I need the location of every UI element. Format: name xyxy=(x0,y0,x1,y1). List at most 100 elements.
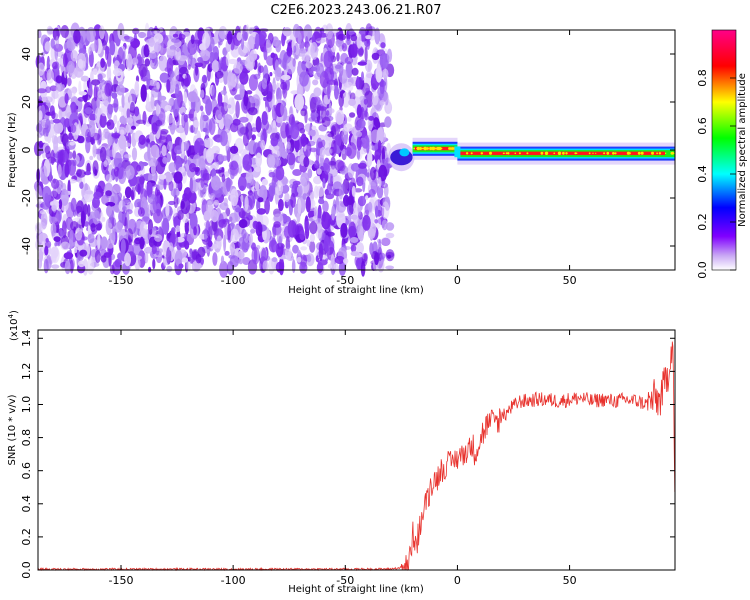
noise-speckle xyxy=(313,185,319,199)
noise-speckle xyxy=(218,59,222,70)
noise-speckle xyxy=(149,51,157,59)
noise-speckle xyxy=(354,255,359,267)
noise-speckle xyxy=(309,233,316,243)
noise-speckle xyxy=(318,198,325,205)
noise-speckle xyxy=(343,258,349,264)
noise-speckle xyxy=(163,178,167,190)
noise-speckle xyxy=(381,68,389,79)
noise-speckle xyxy=(266,55,275,66)
noise-speckle xyxy=(314,26,323,42)
noise-speckle xyxy=(211,145,221,155)
noise-speckle xyxy=(351,185,356,197)
noise-speckle xyxy=(97,73,103,82)
noise-speckle xyxy=(315,221,323,239)
noise-speckle xyxy=(193,226,198,236)
noise-speckle xyxy=(93,191,102,200)
noise-speckle xyxy=(150,87,160,98)
colorbar-tick-label: 0.2 xyxy=(696,213,709,231)
noise-speckle xyxy=(263,96,267,102)
snr-panel: -150 -100 -50 0 50 0.00.20.40.60.81.01.21.4 … xyxy=(7,310,676,595)
noise-speckle xyxy=(173,208,177,217)
noise-speckle xyxy=(41,186,52,203)
noise-speckle xyxy=(206,205,215,219)
noise-speckle xyxy=(349,112,356,118)
noise-speckle xyxy=(74,67,84,78)
x-tick-label: 50 xyxy=(563,574,577,587)
noise-speckle xyxy=(323,235,330,253)
noise-speckle xyxy=(183,91,188,104)
noise-speckle xyxy=(90,223,96,232)
noise-speckle xyxy=(356,135,362,151)
noise-speckle xyxy=(268,239,278,253)
y-tick-label: 0.8 xyxy=(20,429,33,447)
noise-speckle xyxy=(60,188,69,206)
noise-speckle xyxy=(152,258,156,270)
snr-frame xyxy=(37,329,676,571)
noise-speckle xyxy=(74,227,83,241)
noise-speckle xyxy=(275,261,284,273)
noise-speckle xyxy=(126,201,134,212)
noise-speckle xyxy=(228,58,238,65)
y-tick-label: 0.0 xyxy=(20,561,33,579)
noise-speckle xyxy=(86,204,91,217)
x-tick-label: -150 xyxy=(109,274,134,287)
noise-speckle xyxy=(200,176,205,189)
x-tick-label: -50 xyxy=(336,574,354,587)
y-tick-label: -40 xyxy=(20,237,33,255)
noise-speckle xyxy=(350,214,358,220)
noise-speckle xyxy=(357,61,367,66)
noise-speckle xyxy=(357,195,367,207)
noise-speckle xyxy=(242,257,251,265)
noise-speckle xyxy=(166,142,173,151)
noise-speckle xyxy=(181,112,186,129)
noise-speckle xyxy=(376,185,384,199)
noise-speckle xyxy=(227,71,235,90)
noise-speckle xyxy=(304,123,313,132)
signal-band-speckle xyxy=(450,147,454,150)
signal-band-speckle xyxy=(416,146,420,151)
noise-speckle xyxy=(124,92,133,109)
noise-speckle xyxy=(94,250,101,263)
noise-speckle xyxy=(261,77,268,90)
noise-speckle xyxy=(184,74,189,87)
noise-speckle xyxy=(85,190,94,195)
noise-speckle xyxy=(83,79,88,94)
noise-speckle xyxy=(95,223,102,231)
noise-speckle xyxy=(334,64,342,69)
noise-speckle xyxy=(374,147,383,165)
noise-speckle xyxy=(64,260,71,275)
noise-speckle xyxy=(129,101,136,117)
noise-speckle xyxy=(58,210,62,222)
noise-speckle xyxy=(124,186,132,199)
noise-speckle xyxy=(306,254,312,263)
noise-speckle xyxy=(360,260,366,277)
noise-speckle xyxy=(77,135,85,144)
noise-speckle xyxy=(264,196,270,215)
x-tick-label: -150 xyxy=(109,574,134,587)
snr-scale-factor: (x104) xyxy=(7,310,20,341)
noise-speckle xyxy=(223,234,227,252)
noise-speckle xyxy=(379,100,385,106)
noise-speckle xyxy=(213,199,219,206)
noise-speckle xyxy=(161,145,167,157)
noise-speckle xyxy=(334,85,339,100)
noise-speckle xyxy=(296,256,302,263)
noise-speckle xyxy=(169,70,175,78)
noise-speckle xyxy=(384,92,389,106)
noise-speckle xyxy=(219,202,229,211)
noise-speckle xyxy=(175,46,182,61)
noise-speckle xyxy=(296,212,301,223)
noise-speckle xyxy=(191,260,201,272)
noise-speckle xyxy=(158,55,168,72)
noise-speckle xyxy=(145,38,155,46)
noise-speckle xyxy=(370,166,377,181)
noise-speckle xyxy=(44,41,51,52)
noise-speckle xyxy=(251,127,258,133)
noise-speckle xyxy=(189,162,197,173)
noise-speckle xyxy=(40,63,45,70)
noise-speckle xyxy=(173,171,183,184)
noise-speckle xyxy=(222,67,229,85)
noise-speckle xyxy=(41,96,47,103)
noise-speckle xyxy=(189,248,193,264)
noise-speckle xyxy=(244,195,249,211)
